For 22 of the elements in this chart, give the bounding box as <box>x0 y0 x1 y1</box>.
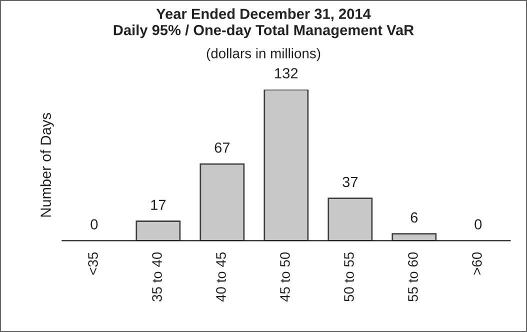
bar <box>136 220 181 241</box>
data-label: 37 <box>342 176 358 188</box>
x-tick-label: >60 <box>472 252 482 275</box>
bar <box>328 198 373 241</box>
data-label: 132 <box>275 68 298 78</box>
data-label: 6 <box>410 212 418 223</box>
x-tick-label: 40 to 45 <box>216 252 226 302</box>
x-tick-label: <35 <box>88 252 98 275</box>
chart-title: Year Ended December 31, 2014 Daily 95% / One-day Total Management VaR <box>114 8 414 38</box>
chart-subtitle: (dollars in millions) <box>206 48 320 62</box>
x-tick-label: 45 to 50 <box>280 252 290 302</box>
data-label: 0 <box>90 219 98 230</box>
y-axis-title: Number of Days <box>40 113 54 217</box>
bar <box>264 90 309 241</box>
bar <box>392 233 437 241</box>
data-label: 0 <box>474 219 482 230</box>
x-tick-label: 35 to 40 <box>152 252 162 302</box>
x-tick-label: 50 to 55 <box>344 252 354 302</box>
bar <box>200 163 245 241</box>
x-tick-label: 55 to 60 <box>408 252 418 302</box>
data-label: 17 <box>151 200 166 210</box>
data-label: 67 <box>214 142 230 153</box>
